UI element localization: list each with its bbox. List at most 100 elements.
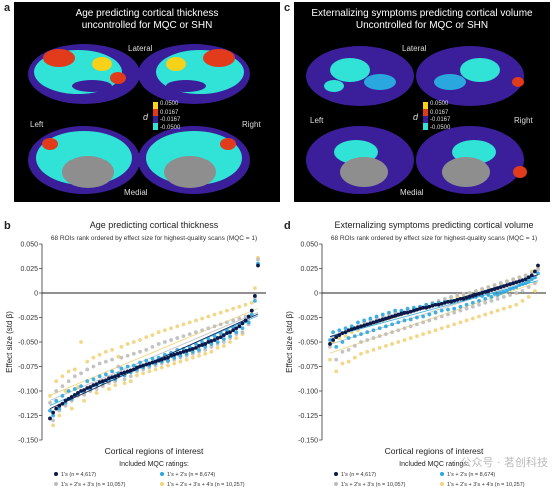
data-point-2 — [340, 340, 345, 344]
data-point-4 — [446, 324, 450, 329]
data-point-1 — [218, 335, 223, 339]
data-point-3 — [346, 347, 351, 352]
data-point-2 — [119, 366, 124, 371]
data-point-4 — [128, 379, 133, 384]
data-point-4 — [178, 359, 183, 364]
y-tick-label: -0.050 — [298, 340, 318, 347]
data-point-4 — [144, 335, 149, 339]
data-point-3 — [138, 349, 142, 354]
data-point-3 — [427, 318, 432, 323]
data-point-1 — [110, 375, 114, 380]
data-point-2 — [200, 340, 205, 344]
data-point-4 — [162, 328, 167, 333]
data-point-2 — [477, 298, 481, 303]
data-point-3 — [483, 300, 488, 305]
y-axis-label: Effect size (std β) — [285, 311, 294, 373]
data-point-3 — [110, 357, 114, 362]
data-point-2 — [396, 320, 401, 325]
chart-d: Externalizing symptoms predicting cortic… — [280, 218, 552, 496]
data-point-2 — [529, 277, 534, 282]
data-point-2 — [439, 308, 444, 313]
data-point-4 — [520, 298, 525, 303]
data-point-1 — [334, 335, 339, 339]
data-point-4 — [464, 318, 469, 323]
data-point-3 — [390, 330, 394, 335]
data-point-4 — [91, 355, 96, 360]
data-point-1 — [206, 340, 211, 344]
data-point-2 — [383, 324, 388, 329]
data-point-2 — [197, 347, 201, 352]
data-point-4 — [209, 349, 214, 354]
data-point-1 — [200, 343, 205, 347]
data-point-1 — [470, 294, 475, 298]
data-point-2 — [405, 306, 410, 311]
data-point-4 — [218, 310, 223, 315]
data-point-4 — [452, 322, 457, 327]
data-point-4 — [131, 340, 136, 344]
data-point-1 — [194, 345, 198, 350]
data-point-3 — [489, 298, 494, 303]
data-point-3 — [116, 364, 121, 369]
data-point-1 — [461, 296, 466, 301]
data-point-1 — [100, 379, 105, 384]
y-tick-label: -0.100 — [298, 389, 318, 396]
chart-title: Externalizing symptoms predicting cortic… — [334, 220, 533, 230]
data-point-2 — [427, 312, 432, 317]
legend-label-2: 1's + 2's (n = 8,674) — [167, 472, 215, 478]
data-point-3 — [383, 332, 388, 337]
data-point-2 — [464, 302, 469, 307]
data-point-2 — [190, 349, 195, 354]
data-point-4 — [69, 406, 74, 411]
trend-line-3 — [49, 312, 259, 401]
legend-swatch-1 — [54, 472, 58, 476]
data-point-2 — [131, 363, 136, 368]
data-point-3 — [402, 326, 407, 331]
data-point-1 — [402, 310, 407, 315]
data-point-4 — [116, 354, 121, 359]
data-point-1 — [187, 347, 192, 352]
data-point-4 — [237, 304, 242, 309]
trend-line-2 — [329, 280, 539, 338]
data-point-2 — [221, 337, 226, 341]
data-point-3 — [526, 285, 531, 290]
data-point-3 — [122, 377, 127, 382]
data-point-4 — [433, 328, 438, 333]
data-point-4 — [85, 359, 90, 364]
data-point-2 — [203, 345, 208, 349]
data-point-3 — [54, 389, 59, 393]
data-point-2 — [352, 334, 357, 339]
data-point-4 — [51, 423, 56, 428]
data-point-2 — [110, 369, 114, 374]
data-point-1 — [209, 339, 214, 343]
data-point-4 — [408, 336, 413, 340]
data-point-1 — [51, 410, 56, 415]
legend-swatch-3 — [54, 482, 58, 486]
data-point-4 — [352, 355, 357, 360]
data-point-1 — [399, 311, 404, 316]
data-point-1 — [107, 376, 111, 381]
data-point-3 — [97, 361, 102, 366]
data-point-3 — [128, 374, 133, 379]
data-point-4 — [200, 316, 205, 321]
data-point-1 — [467, 295, 472, 299]
data-point-4 — [166, 363, 170, 368]
data-point-4 — [94, 391, 99, 395]
data-point-4 — [113, 383, 118, 388]
y-tick-label: -0.125 — [18, 413, 38, 420]
data-point-4 — [103, 349, 108, 354]
data-point-2 — [526, 279, 531, 284]
data-point-2 — [424, 302, 429, 307]
trend-line-4 — [49, 307, 259, 396]
data-point-3 — [150, 345, 155, 349]
data-point-3 — [536, 267, 540, 272]
data-point-2 — [421, 314, 426, 319]
data-point-1 — [72, 393, 77, 397]
panel-a-title: Age predicting cortical thickness uncont… — [75, 8, 219, 31]
data-point-3 — [240, 330, 245, 335]
data-point-2 — [172, 355, 177, 360]
data-point-4 — [153, 367, 158, 372]
data-point-2 — [365, 330, 370, 335]
data-point-3 — [187, 332, 192, 337]
scale-tick-a-1: 0.0167 — [160, 110, 179, 116]
data-point-3 — [433, 316, 438, 321]
